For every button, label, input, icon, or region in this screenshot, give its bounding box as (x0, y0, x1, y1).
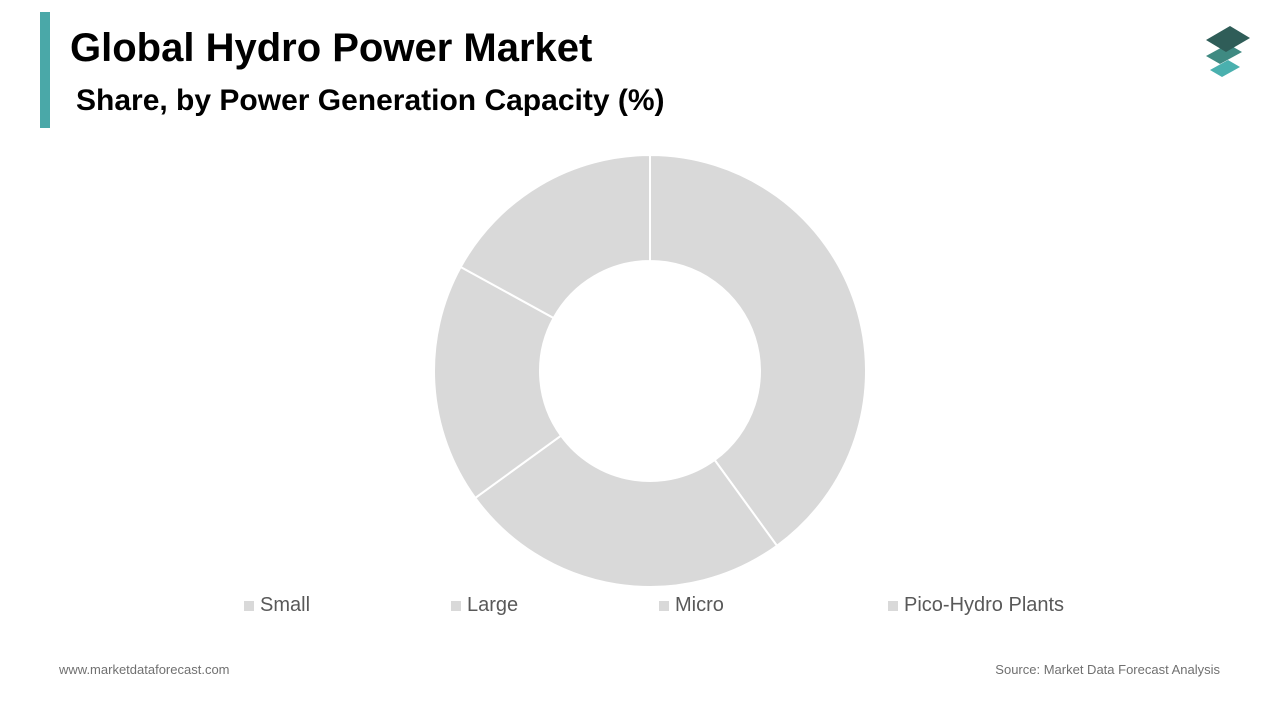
legend-item[interactable]: Pico-Hydro Plants (888, 594, 1064, 617)
legend-label: Small (260, 594, 311, 616)
logo-layer-bottom (1210, 60, 1240, 77)
legend-label: Large (467, 594, 519, 616)
page-subtitle: Share, by Power Generation Capacity (%) (76, 84, 665, 117)
legend-swatch (244, 600, 254, 611)
logo-layer-middle (1206, 44, 1242, 64)
donut-slice-small[interactable] (649, 153, 867, 548)
donut-slice-large[interactable] (473, 434, 779, 588)
legend-label: Pico-Hydro Plants (904, 594, 1065, 616)
legend-swatch (659, 600, 669, 611)
legend-item[interactable]: Large (451, 594, 518, 617)
donut-slice-pico-hydro-plants[interactable] (459, 153, 651, 320)
legend-swatch (888, 600, 898, 611)
legend-swatch (451, 600, 461, 611)
logo-layer-top (1206, 26, 1250, 52)
page-title: Global Hydro Power Market (70, 26, 593, 70)
footer-source: Source: Market Data Forecast Analysis (995, 662, 1220, 677)
stacked-layers-icon (1206, 26, 1250, 77)
title-accent-bar (40, 12, 50, 128)
legend-item[interactable]: Micro (659, 594, 724, 617)
footer-website[interactable]: www.marketdataforecast.com (59, 662, 230, 677)
legend-item[interactable]: Small (244, 594, 310, 617)
legend-label: Micro (675, 594, 724, 616)
donut-slice-micro[interactable] (433, 265, 563, 500)
donut-slices (433, 153, 867, 588)
